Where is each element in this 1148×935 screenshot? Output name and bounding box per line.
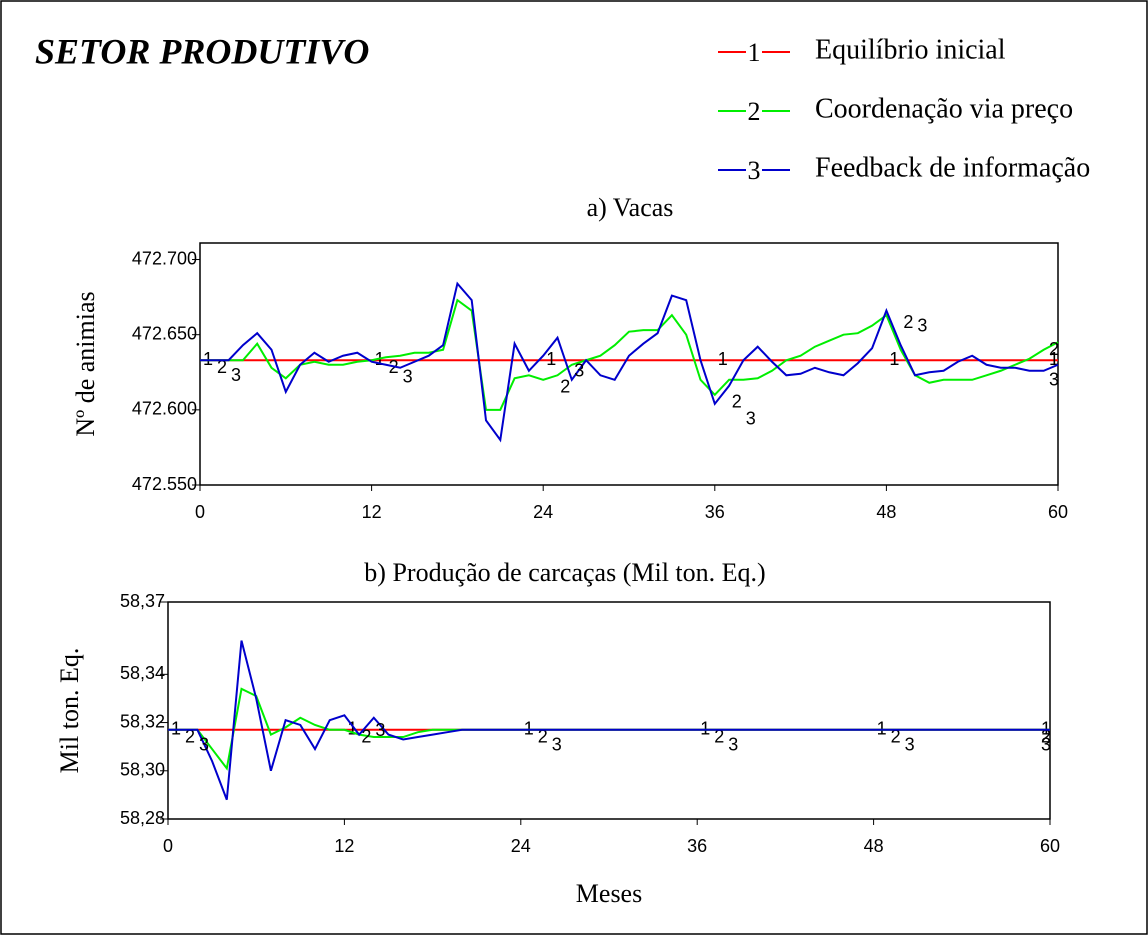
plot-area — [167, 601, 1051, 820]
series-marker-label: 3 — [574, 360, 584, 380]
y-tick-label: 58,37 — [120, 591, 165, 611]
x-tick-label: 12 — [334, 836, 354, 856]
series-marker-label: 3 — [403, 366, 413, 386]
series-marker-label: 3 — [375, 720, 385, 740]
x-tick-label: 60 — [1048, 502, 1068, 522]
series-marker-label: 2 — [538, 727, 548, 747]
legend-label-bg — [746, 158, 762, 182]
y-tick-label: 472.700 — [132, 248, 197, 268]
y-axis-label: Nº de animias — [71, 291, 100, 436]
x-tick-label: 60 — [1040, 836, 1060, 856]
x-tick-label: 36 — [705, 502, 725, 522]
legend-series-label: 2 — [748, 97, 761, 126]
series-marker-label: 1 — [203, 349, 213, 369]
series-marker-label: 3 — [1049, 370, 1059, 390]
legend-label: Equilíbrio inicial — [815, 34, 1006, 65]
series-marker-label: 1 — [1041, 719, 1051, 739]
series-marker-label: 1 — [347, 719, 357, 739]
series-marker-label: 2 — [185, 727, 195, 747]
series-marker-label: 1 — [546, 349, 556, 369]
x-axis-label: Meses — [576, 879, 642, 908]
series-marker-label: 3 — [917, 315, 927, 335]
series-marker-label: 3 — [1041, 735, 1051, 755]
series-line — [200, 281, 1059, 443]
plot-area — [199, 242, 1059, 486]
x-tick-label: 0 — [195, 502, 205, 522]
chart-subtitle: a) Vacas — [587, 193, 674, 222]
series-marker-label: 1 — [718, 349, 728, 369]
series-marker-label: 2 — [903, 312, 913, 332]
series-marker-label: 2 — [361, 727, 371, 747]
series-marker-label: 2 — [560, 377, 570, 397]
series-marker-label: 3 — [552, 735, 562, 755]
x-tick-label: 24 — [533, 502, 553, 522]
legend-series-label: 1 — [748, 38, 761, 67]
legend-label: Feedback de informação — [815, 152, 1090, 183]
y-tick-label: 472.600 — [132, 399, 197, 419]
chart-subtitle: b) Produção de carcaças (Mil ton. Eq.) — [364, 558, 765, 587]
legend-label-bg — [746, 40, 762, 64]
y-tick-label: 58,28 — [120, 808, 165, 828]
x-tick-label: 36 — [687, 836, 707, 856]
series-marker-label: 1 — [524, 719, 534, 739]
series-marker-label: 2 — [217, 357, 227, 377]
series-marker-label: 3 — [199, 735, 209, 755]
legend-series-label: 3 — [748, 156, 761, 185]
x-tick-label: 12 — [362, 502, 382, 522]
y-tick-label: 58,34 — [120, 663, 165, 683]
legend-label: Coordenação via preço — [815, 93, 1073, 124]
series-marker-label: 2 — [1041, 727, 1051, 747]
series-marker-label: 1 — [889, 349, 899, 369]
y-tick-label: 58,30 — [120, 760, 165, 780]
series-marker-label: 2 — [714, 727, 724, 747]
series-marker-label: 3 — [231, 365, 241, 385]
series-marker-label: 2 — [732, 392, 742, 412]
series-marker-label: 1 — [1049, 349, 1059, 369]
series-marker-label: 1 — [877, 719, 887, 739]
y-tick-label: 472.650 — [132, 323, 197, 343]
series-marker-label: 2 — [1049, 339, 1059, 359]
series-marker-label: 2 — [891, 727, 901, 747]
y-tick-label: 58,32 — [120, 711, 165, 731]
x-tick-label: 48 — [876, 502, 896, 522]
page-title: SETOR PRODUTIVO — [35, 31, 369, 71]
y-axis-label: Mil ton. Eq. — [55, 648, 84, 774]
y-tick-label: 472.550 — [132, 474, 197, 494]
series-marker-label: 3 — [746, 409, 756, 429]
series-marker-label: 3 — [728, 735, 738, 755]
x-tick-label: 0 — [163, 836, 173, 856]
series-line — [168, 640, 1050, 801]
series-marker-label: 3 — [905, 735, 915, 755]
series-marker-label: 1 — [171, 719, 181, 739]
series-marker-label: 1 — [700, 719, 710, 739]
legend-label-bg — [746, 99, 762, 123]
x-tick-label: 48 — [864, 836, 884, 856]
x-tick-label: 24 — [511, 836, 531, 856]
